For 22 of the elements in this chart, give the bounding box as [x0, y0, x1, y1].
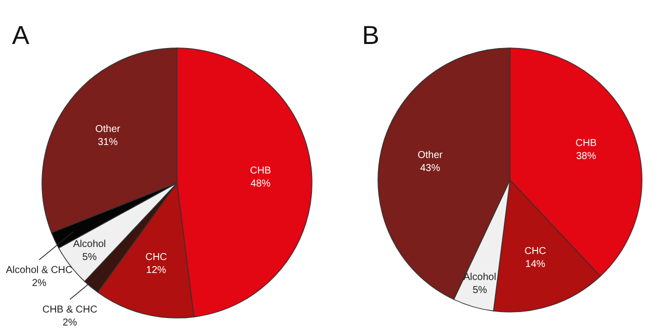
slice-label: CHB [250, 166, 272, 177]
slice-label: Other [95, 124, 121, 135]
data-label: 31% [98, 136, 118, 148]
data-label: 43% [420, 163, 440, 174]
data-label: 5% [82, 252, 97, 263]
slice-label: CHB [576, 138, 597, 149]
slice-label: CHC [524, 246, 546, 257]
data-label: 2% [62, 317, 78, 328]
chart-title: A [12, 20, 30, 50]
slice-label: Alcohol [73, 238, 106, 250]
slice-label: CHC [145, 252, 168, 264]
slice-label: Alcohol [463, 272, 496, 283]
data-label: 2% [32, 278, 47, 289]
slice-label: Other [418, 150, 444, 162]
slice-label: CHB & CHC [42, 304, 98, 316]
data-label: 5% [472, 284, 488, 296]
chart-title: B [362, 20, 380, 50]
data-label: 38% [576, 150, 596, 162]
data-label: 48% [250, 178, 271, 190]
data-label: 14% [525, 258, 546, 270]
data-label: 12% [146, 265, 166, 276]
slice-label: Alcohol & CHC [6, 264, 73, 276]
